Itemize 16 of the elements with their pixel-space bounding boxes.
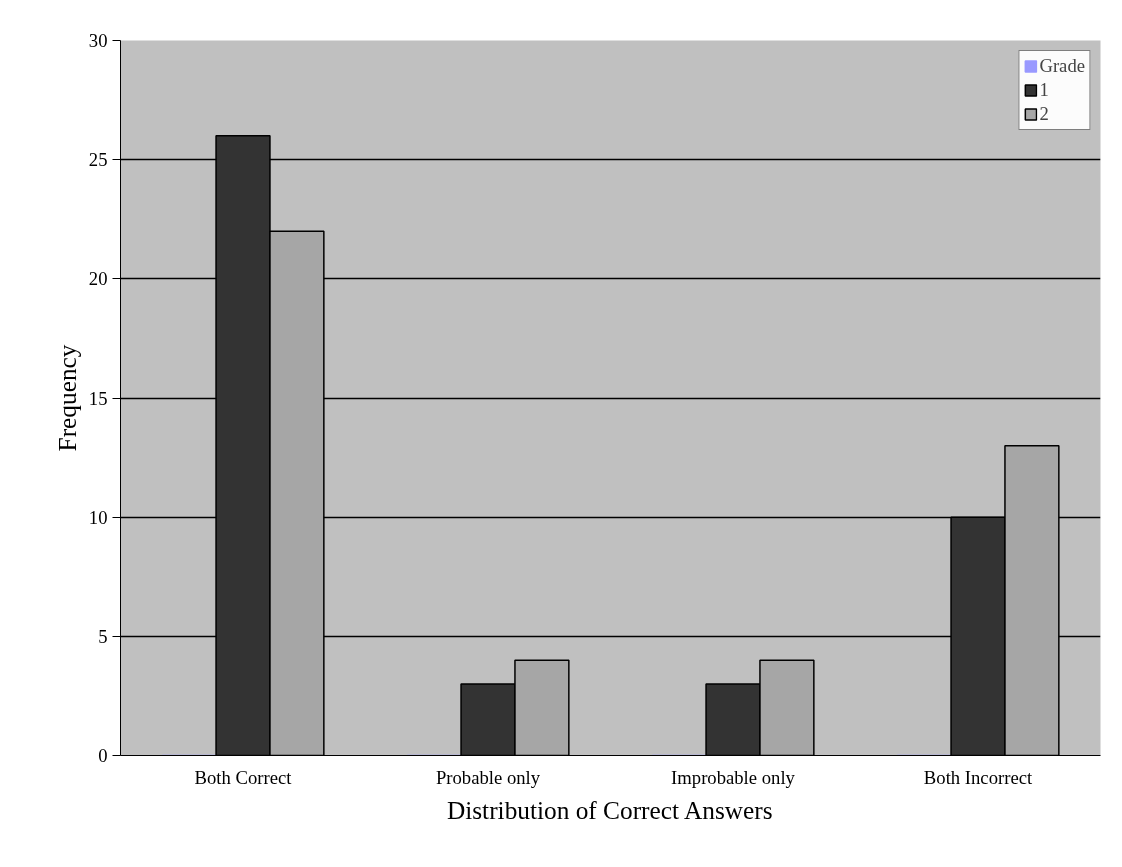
x-tick-label: Improbable only bbox=[671, 766, 796, 788]
x-tick-label: Probable only bbox=[435, 766, 541, 788]
legend-label: 1 bbox=[1039, 79, 1050, 101]
legend-label: 2 bbox=[1039, 103, 1050, 125]
y-tick-label: 10 bbox=[88, 506, 108, 528]
legend-label: Grade bbox=[1039, 55, 1085, 77]
y-tick-label: 0 bbox=[98, 745, 108, 766]
y-axis-title: Frequency bbox=[52, 344, 81, 452]
x-tick-label: Both Incorrect bbox=[923, 766, 1033, 788]
x-axis-title: Distribution of Correct Answers bbox=[446, 795, 773, 824]
y-tick-label: 20 bbox=[88, 268, 108, 290]
y-tick-label: 30 bbox=[88, 30, 108, 51]
y-tick-label: 25 bbox=[88, 149, 108, 171]
y-tick-label: 5 bbox=[98, 625, 108, 647]
y-tick-label: 15 bbox=[88, 387, 108, 409]
x-tick-label: Both Correct bbox=[194, 766, 293, 788]
